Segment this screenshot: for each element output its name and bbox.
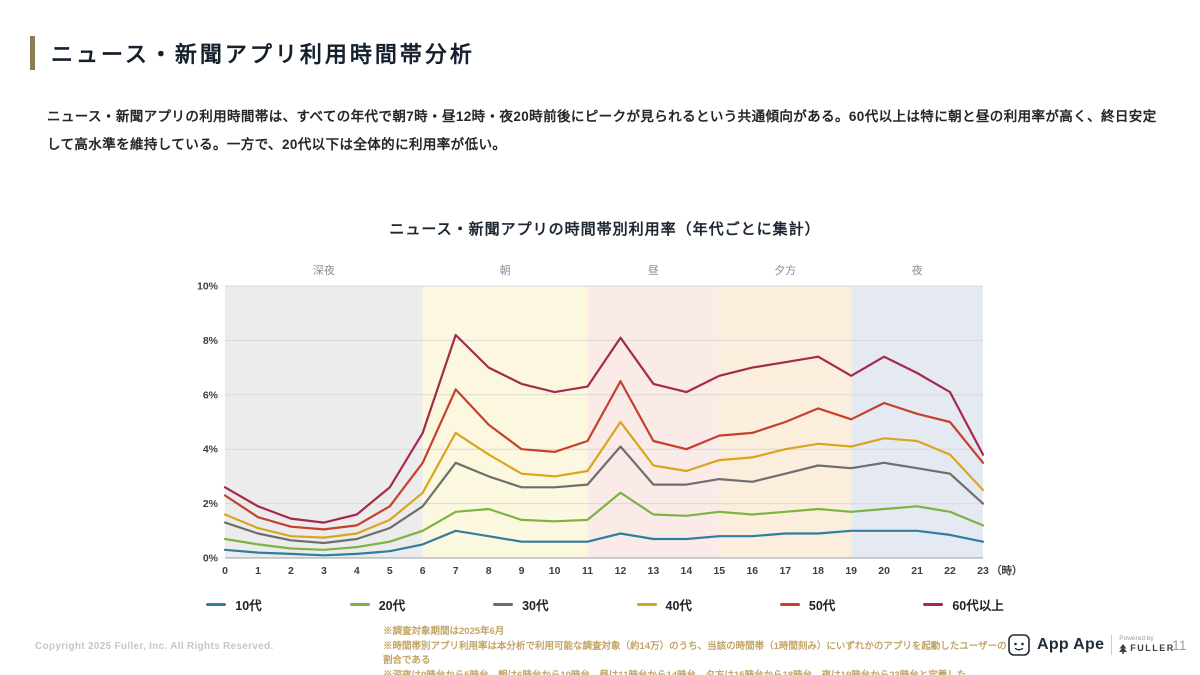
- svg-text:昼: 昼: [648, 264, 659, 277]
- legend-item-30代: 30代: [493, 595, 549, 614]
- powered-by-label: Powered by: [1119, 635, 1154, 643]
- legend-item-40代: 40代: [636, 595, 692, 614]
- svg-text:夜: 夜: [912, 263, 923, 277]
- legend-label: 10代: [235, 599, 262, 613]
- svg-text:2: 2: [288, 565, 294, 577]
- chart-title: ニュース・新聞アプリの時間帯別利用率（年代ごとに集計）: [389, 221, 821, 238]
- svg-text:21: 21: [911, 565, 923, 577]
- legend-label: 60代以上: [952, 599, 1004, 613]
- svg-text:6: 6: [420, 565, 426, 577]
- svg-text:10%: 10%: [197, 281, 219, 293]
- svg-text:8: 8: [486, 565, 492, 577]
- legend-swatch: [779, 603, 800, 606]
- legend-swatch: [636, 603, 657, 606]
- fuller-wordmark: FULLER: [1130, 643, 1175, 654]
- fuller-tree-icon: [1119, 644, 1128, 655]
- svg-text:15: 15: [713, 565, 725, 577]
- legend-item-50代: 50代: [779, 595, 836, 614]
- legend-label: 50代: [808, 599, 836, 613]
- legend-swatch: [493, 603, 514, 606]
- svg-text:14: 14: [681, 565, 693, 577]
- svg-text:2%: 2%: [203, 498, 219, 510]
- footnote-line: ※深夜は0時台から5時台、朝は6時台から10時台、昼は11時台から14時台、夕方…: [383, 669, 1013, 675]
- svg-text:4: 4: [354, 565, 360, 577]
- svg-text:13: 13: [648, 565, 660, 577]
- svg-text:4%: 4%: [203, 444, 219, 456]
- svg-text:12: 12: [615, 565, 627, 577]
- summary-text: ニュース・新聞アプリの利用時間帯は、すべての年代で朝7時・昼12時・夜20時前後…: [47, 109, 1157, 152]
- svg-text:深夜: 深夜: [313, 263, 335, 277]
- footnote-line: ※調査対象期間は2025年6月: [383, 626, 505, 637]
- footnotes: ※調査対象期間は2025年6月 ※時間帯別アプリ利用率は本分析で利用可能な調査対…: [383, 625, 1013, 675]
- svg-text:0: 0: [222, 565, 228, 577]
- svg-text:18: 18: [812, 565, 824, 577]
- svg-text:22: 22: [944, 565, 956, 577]
- svg-text:20: 20: [878, 565, 890, 577]
- svg-text:10: 10: [549, 565, 561, 577]
- svg-text:8%: 8%: [203, 335, 219, 347]
- svg-text:3: 3: [321, 565, 327, 577]
- page-title: ニュース・新聞アプリ利用時間帯分析: [51, 42, 475, 67]
- chart-block: ニュース・新聞アプリの時間帯別利用率（年代ごとに集計） 深夜 朝 昼 夕方 夜 0% 2% 4…: [190, 218, 1023, 614]
- legend-label: 40代: [665, 599, 692, 613]
- appape-icon: [1008, 634, 1030, 656]
- legend-swatch: [206, 603, 227, 606]
- copyright-text: Copyright 2025 Fuller, Inc. All Rights R…: [35, 641, 274, 652]
- svg-text:19: 19: [845, 565, 857, 577]
- title-accent-bar: [30, 36, 35, 70]
- legend-label: 20代: [378, 599, 406, 613]
- legend-swatch: [349, 603, 370, 606]
- svg-text:11: 11: [582, 565, 593, 577]
- legend-label: 30代: [522, 599, 549, 613]
- appape-wordmark: App Ape: [1037, 636, 1105, 653]
- svg-text:5: 5: [387, 565, 393, 577]
- svg-text:23: 23: [977, 565, 989, 577]
- svg-text:朝: 朝: [500, 264, 511, 277]
- svg-text:17: 17: [779, 565, 791, 577]
- page-number: 11: [1172, 637, 1187, 653]
- legend-item-60代以上: 60代以上: [923, 595, 1004, 614]
- legend-item-20代: 20代: [349, 595, 406, 614]
- usage-line-chart: 深夜朝昼夕方 夜0%2%4%6%8%10%0 1 2 3 4 5 6 7 8 9 10 11 12 13 14…: [197, 263, 1023, 577]
- powered-by-block: Powered by FULLER: [1119, 635, 1175, 655]
- svg-text:0%: 0%: [203, 553, 219, 565]
- svg-text:（時）: （時）: [991, 564, 1020, 577]
- svg-text:6%: 6%: [203, 389, 219, 401]
- legend-swatch: [923, 603, 944, 606]
- svg-text:9: 9: [519, 565, 525, 577]
- chart-legend: 10代 20代 30代 40代 50代 60代以上: [190, 595, 1020, 614]
- footnote-line: ※時間帯別アプリ利用率は本分析で利用可能な調査対象（約14万）のうち、当該の時間…: [383, 640, 1007, 667]
- legend-item-10代: 10代: [206, 595, 262, 614]
- svg-text:夕方: 夕方: [774, 263, 796, 277]
- appape-logo: App Ape Powered by FULLER: [1008, 634, 1175, 656]
- svg-text:16: 16: [746, 565, 758, 577]
- logo-divider: [1111, 635, 1113, 655]
- svg-text:7: 7: [453, 565, 459, 577]
- svg-text:1: 1: [255, 565, 261, 577]
- slide-header: ニュース・新聞アプリ利用時間帯分析: [30, 36, 475, 70]
